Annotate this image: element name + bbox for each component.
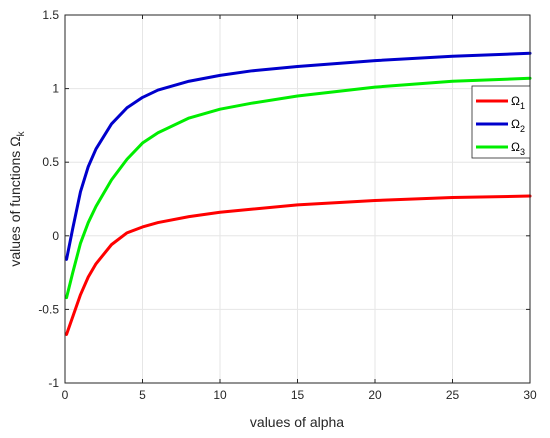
series-line-omega-1 <box>65 194 532 336</box>
x-tick-label: 20 <box>368 388 382 402</box>
series-lines <box>65 51 532 336</box>
y-tick-labels: -1 -0.5 0 0.5 1 1.5 <box>38 8 59 390</box>
y-axis-label-subscript: k <box>16 130 27 136</box>
x-tick-label: 25 <box>446 388 460 402</box>
y-tick-label: 0.5 <box>42 155 59 169</box>
x-tick-label: 5 <box>139 388 146 402</box>
x-tick-label: 10 <box>213 388 227 402</box>
legend-label-subscript: 3 <box>520 147 525 157</box>
legend-label-subscript: 1 <box>520 101 525 111</box>
x-tick-label: 0 <box>62 388 69 402</box>
legend-label-omega-2: Ω2 <box>511 117 525 134</box>
y-tick-label: -1 <box>48 376 59 390</box>
y-axis-label-main: values of functions Ω <box>7 136 23 266</box>
x-tick-label: 15 <box>291 388 305 402</box>
legend-label-omega-3: Ω3 <box>511 140 525 157</box>
x-axis-label: values of alpha <box>250 414 344 430</box>
series-line-omega-2 <box>65 51 532 261</box>
y-tick-label: 0 <box>52 229 59 243</box>
y-tick-label: 1 <box>52 82 59 96</box>
y-tick-label: -0.5 <box>38 302 59 316</box>
y-tick-label: 1.5 <box>42 8 59 22</box>
legend-label-subscript: 2 <box>520 124 525 134</box>
y-axis-label: values of functions Ωk <box>7 130 27 266</box>
legend-label-omega-1: Ω1 <box>511 94 525 111</box>
x-tick-labels: 0 5 10 15 20 25 30 <box>62 388 537 402</box>
axis-ticks <box>64 14 531 384</box>
legend-label-main: Ω <box>511 94 520 108</box>
legend-label-main: Ω <box>511 140 520 154</box>
series-line-omega-3 <box>65 76 532 300</box>
x-tick-label: 30 <box>523 388 537 402</box>
legend-label-main: Ω <box>511 117 520 131</box>
